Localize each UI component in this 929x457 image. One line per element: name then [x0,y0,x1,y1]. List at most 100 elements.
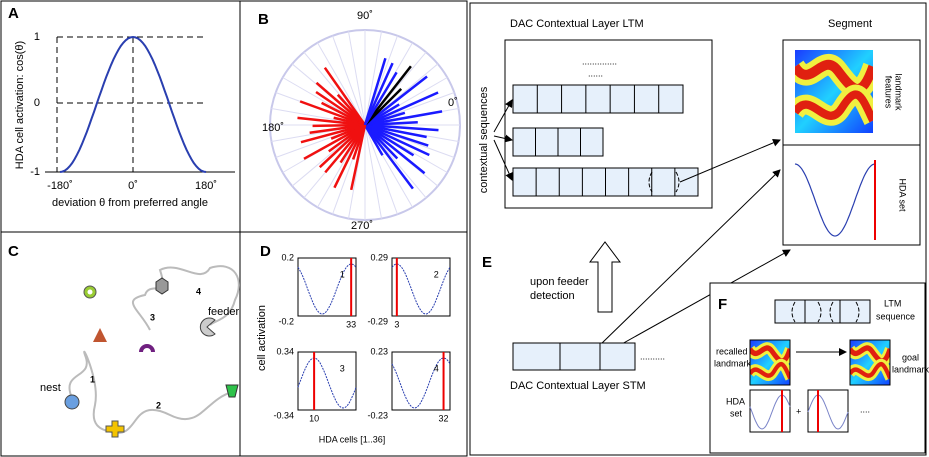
ray [315,81,366,126]
stm [512,342,636,371]
trigger-label: detection [530,290,575,302]
goal-label: goal [902,352,919,362]
plot-index: 2 [434,269,439,279]
spoke [364,31,382,126]
ray [364,123,439,132]
panel-label: F [718,296,727,313]
hda-label: set [730,408,743,418]
tick: -0.29 [367,316,388,326]
spoke [364,124,382,219]
ray [364,91,439,127]
plus: + [796,406,801,416]
subplot-frame [391,257,451,317]
panel-label: D [260,243,271,260]
y-label: HDA cell activation: cos(θ) [14,41,26,169]
cell-label: 10 [309,413,319,423]
ltm-label: LTM [884,298,901,308]
landmark [93,328,107,342]
cell-label: 3 [394,319,399,329]
tick: -180˚ [47,180,73,192]
ray [333,124,367,189]
step: 1 [90,374,95,384]
nest [64,394,80,410]
spoke [348,31,366,126]
panel-label: C [8,243,19,260]
polar-plot [269,29,461,221]
ltm-title: DAC Contextual Layer LTM [510,18,644,30]
plot-index: 4 [434,363,439,373]
activation-curve [391,357,451,409]
step: 2 [156,400,161,410]
sequences [512,84,699,197]
sequence-bar [512,84,684,114]
tick: -0.23 [367,410,388,420]
angle-label: 0˚ [448,97,458,109]
angle-label: 90˚ [357,10,373,22]
step: 4 [196,286,201,296]
up-arrow [589,241,621,313]
dots: .............. [582,56,617,66]
plot-index: 3 [340,363,345,373]
subplot-frame [391,351,451,411]
recalled-label: landmark [714,358,752,368]
spoke [317,42,366,126]
hda-curve [807,394,849,430]
activation-curve [297,357,357,409]
stm-title: DAC Contextual Layer STM [510,380,646,392]
path [68,265,240,434]
landmark [225,384,239,398]
ray [299,100,366,127]
ray [297,116,366,127]
tick: 0 [34,97,40,109]
angle-label: 270˚ [351,220,373,232]
ray [363,57,387,126]
ray [364,123,430,157]
cos-curve [59,35,207,173]
angle-label: 180˚ [262,122,284,134]
tick: -0.34 [273,410,294,420]
nest-label: nest [40,382,61,394]
ray [364,110,443,127]
dots: .......... [640,351,665,361]
ray [323,66,367,126]
ray [364,75,428,126]
tick: 0.2 [281,252,294,262]
landmark-label: features [884,76,894,109]
activation-curve [391,263,451,315]
landmark [139,344,155,353]
tick: 0˚ [128,180,138,192]
ray [303,123,366,160]
activation-curve [297,263,357,315]
tick: 0.34 [276,346,294,356]
tick: 0.29 [370,252,388,262]
ray [318,124,366,169]
ray [364,124,414,190]
feeder [199,317,216,337]
hda-label: HDA [726,396,745,406]
x-label: HDA cells [1..36] [319,434,386,444]
spoke [364,124,398,215]
tick: 0.23 [370,346,388,356]
ray [364,123,427,139]
y-label: cell activation [256,305,268,371]
ltm-label: sequence [876,311,915,321]
arrows [493,99,791,346]
ray [324,124,366,174]
hda-frame [749,389,791,433]
tick: 1 [34,31,40,43]
x-label: deviation θ from preferred angle [52,197,208,209]
ray [349,124,367,191]
plot-index: 1 [340,269,345,279]
tick: -0.2 [278,316,294,326]
recalled-label: recalled [716,346,748,356]
cell-label: 33 [346,319,356,329]
ray [300,123,366,144]
panel-label: A [8,5,19,22]
hda-sets [749,389,849,433]
feeder-label: feeder [208,306,240,318]
tick: 180˚ [195,180,217,192]
sequences-label: contextual sequences [478,86,490,193]
